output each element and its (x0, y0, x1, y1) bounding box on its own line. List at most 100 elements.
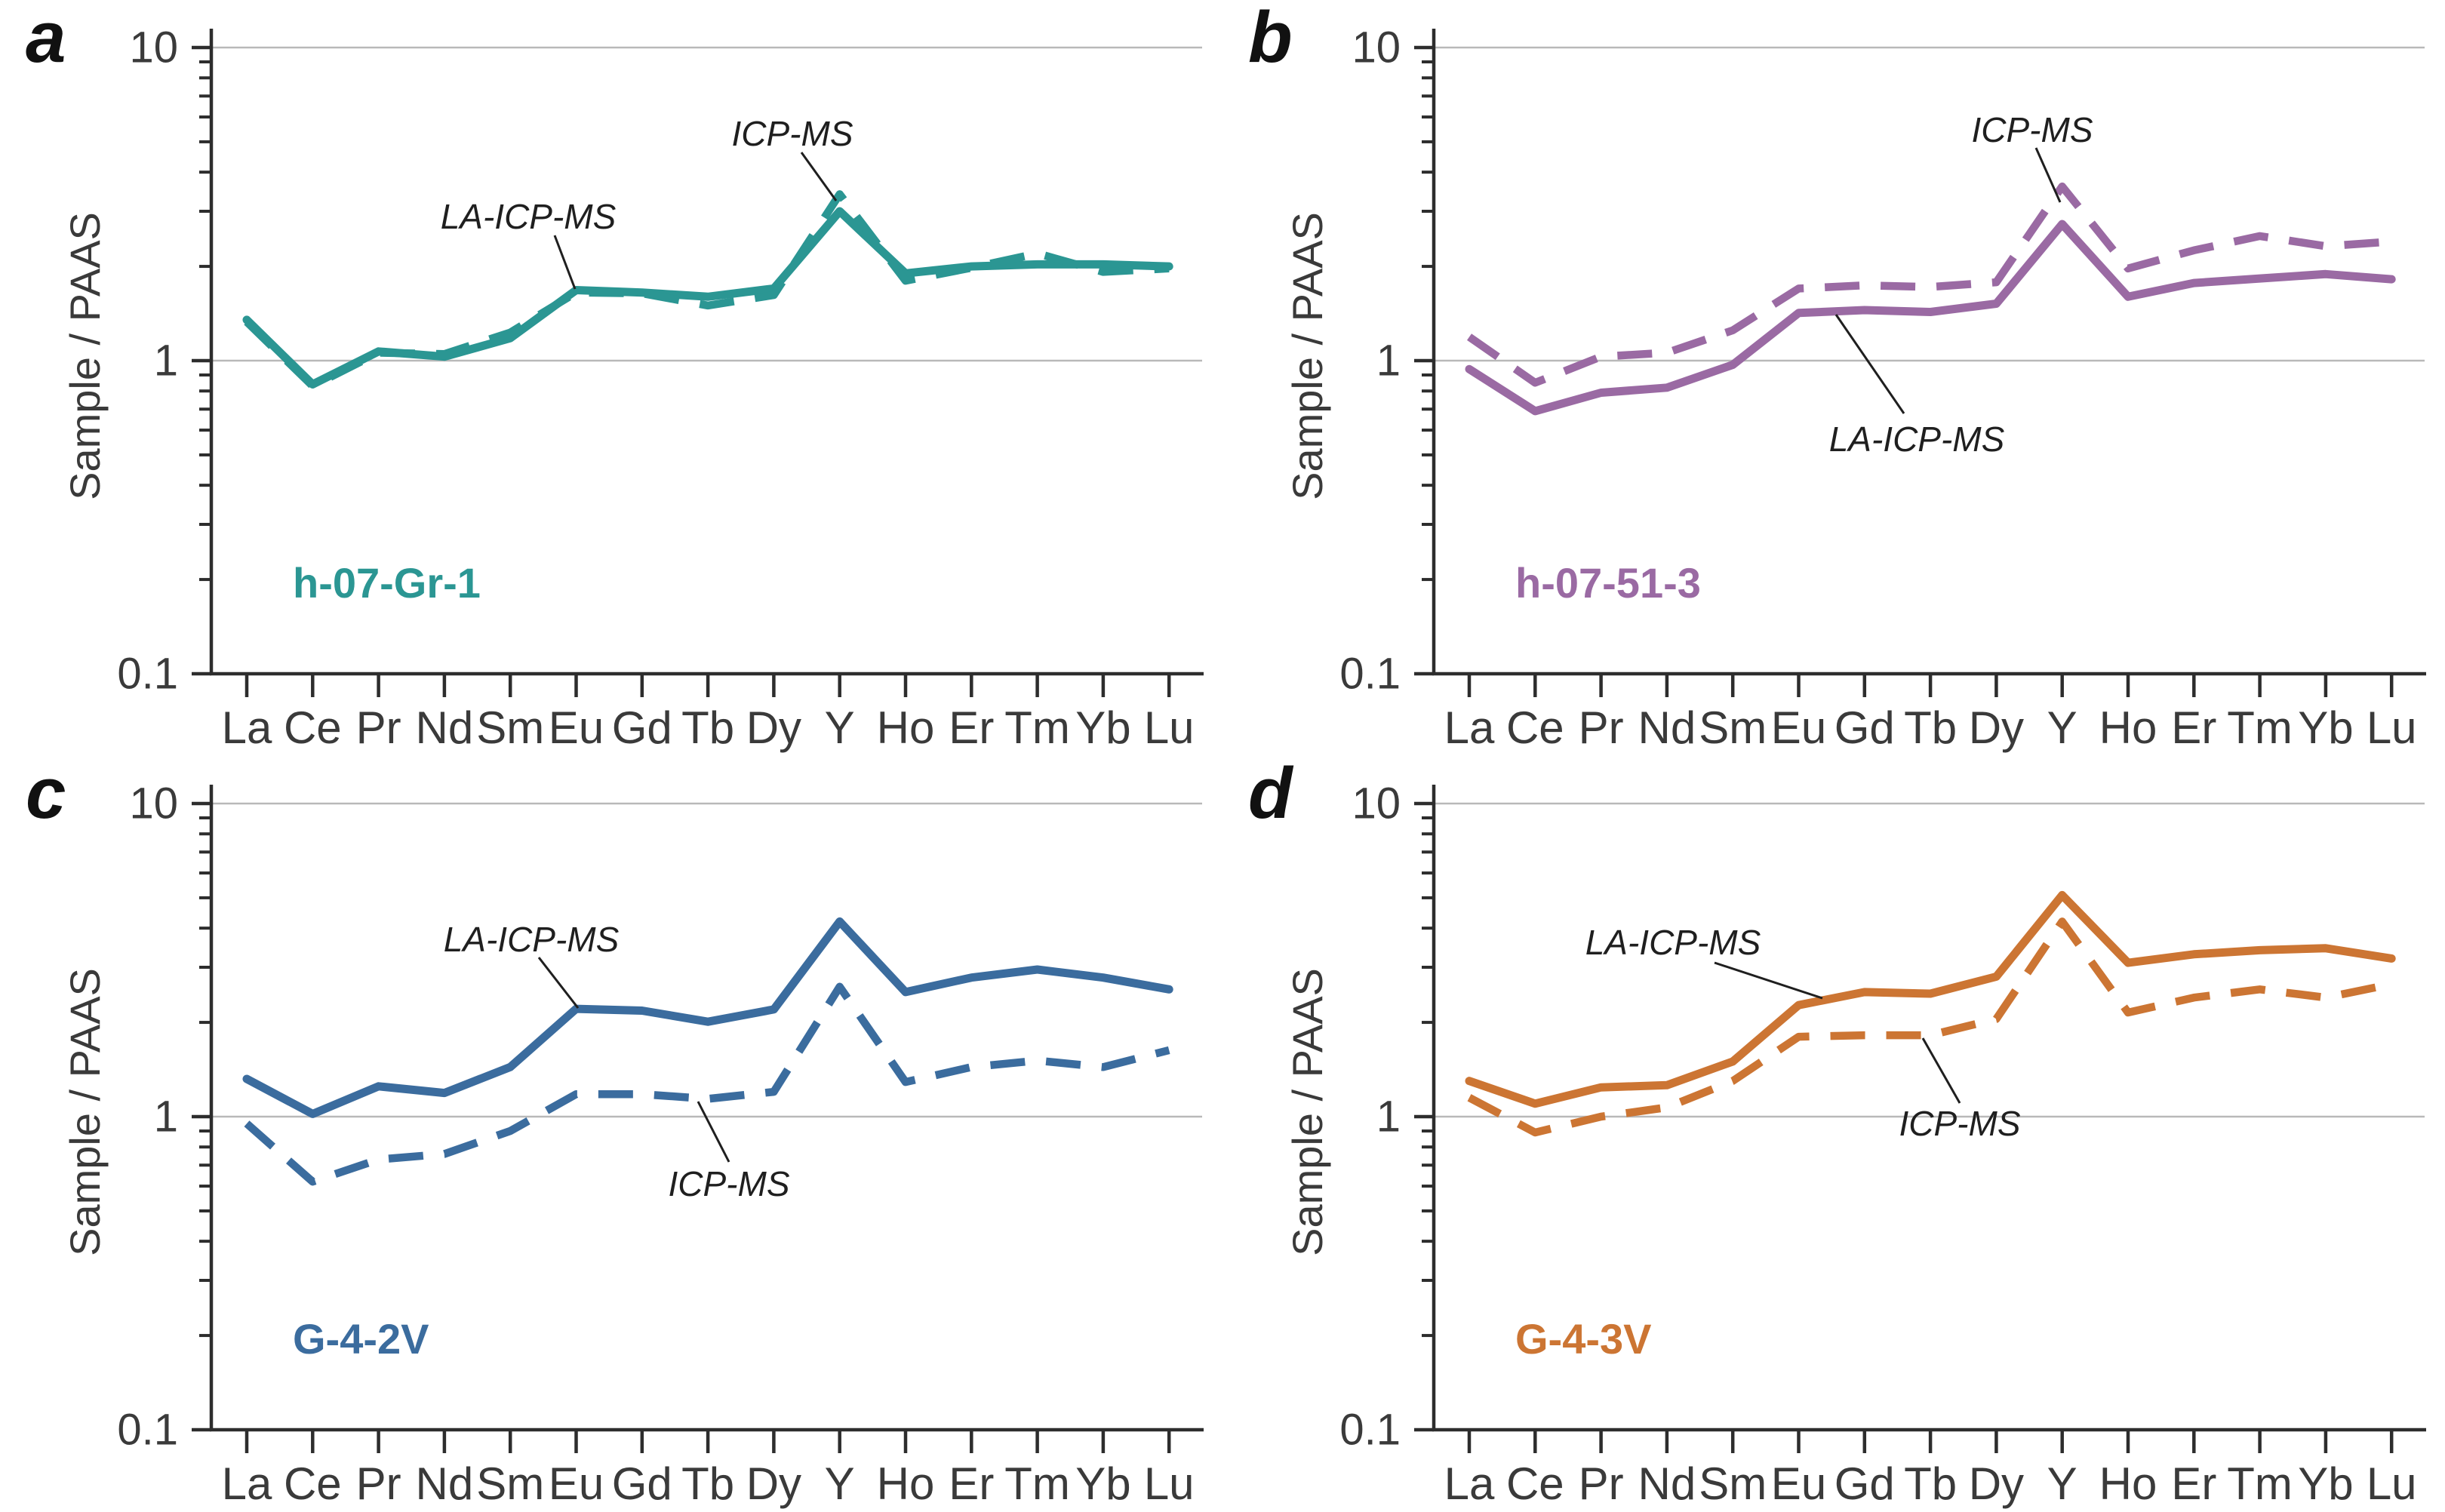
panel-d-chart: 10 1 0.1 La Ce Pr Nd Sm Eu Gd Tb Dy Y Ho Er Tm Yb Lu Sampl… (1284, 779, 2426, 1509)
x-tick-label: Lu (2367, 702, 2417, 753)
x-tick-label: Tm (1004, 702, 1070, 753)
x-tick-label: Eu (549, 1458, 604, 1509)
x-tick-label: Dy (1969, 1458, 2024, 1509)
annotation-leader (697, 1101, 730, 1163)
x-tick-label: Lu (1144, 702, 1195, 753)
x-tick-label: Tb (681, 702, 734, 753)
x-tick-label: Tb (1904, 1458, 1957, 1509)
y-tick-label: 1 (154, 337, 178, 386)
y-tick-label: 0.1 (117, 650, 178, 699)
x-tick-label: Tb (1904, 702, 1957, 753)
sample-label: h-07-51-3 (1515, 559, 1701, 607)
x-tick-label: Gd (612, 702, 672, 753)
series-line-dashed (1467, 917, 2393, 1137)
x-tick-label: Nd (416, 1458, 474, 1509)
annotation-label: LA-ICP-MS (441, 197, 617, 236)
x-tick-label: Gd (1835, 702, 1895, 753)
x-tick-label: Lu (2367, 1458, 2417, 1509)
x-tick-label: Er (949, 702, 994, 753)
x-tick-label: Y (2047, 1458, 2077, 1509)
panel-letter: b (1248, 0, 1293, 78)
x-tick-label: Eu (1771, 702, 1826, 753)
x-tick-label: Tm (2227, 1458, 2293, 1509)
x-tick-label: La (1444, 702, 1495, 753)
annotation-label: ICP-MS (669, 1164, 790, 1203)
x-tick-label: Eu (549, 702, 604, 753)
x-tick-label: Dy (746, 1458, 801, 1509)
x-tick-label: Pr (1579, 1458, 1624, 1509)
panel-c: c 10 1 0.1 La Ce Pr Nd Sm Eu Gd Tb Dy Y Ho Er Tm Yb Lu Sam… (0, 756, 1222, 1512)
y-tick-label: 10 (129, 23, 178, 72)
x-tick-label: Pr (356, 1458, 401, 1509)
panel-letter: a (26, 0, 66, 78)
annotation-label: LA-ICP-MS (1829, 419, 2005, 459)
panel-b: b 10 1 0.1 La Ce Pr Nd Sm Eu Gd Tb Dy Y Ho Er Tm Yb Lu Sam… (1222, 0, 2445, 756)
annotation-label: ICP-MS (732, 114, 853, 153)
x-tick-label: Yb (2298, 702, 2353, 753)
series-line-dashed (244, 982, 1170, 1186)
y-axis-title: Sample / PAAS (61, 968, 109, 1256)
panel-a: a 10 1 0.1 La Ce Pr Nd Sm Eu Gd Tb Dy Y Ho Er Tm Yb Lu Sam… (0, 0, 1222, 756)
x-tick-label: Pr (1579, 702, 1624, 753)
sample-label: G-4-2V (293, 1315, 429, 1363)
x-tick-label: La (1444, 1458, 1495, 1509)
annotation-label: ICP-MS (1972, 110, 2093, 149)
x-tick-label: Ce (1506, 702, 1564, 753)
x-tick-label: Nd (416, 702, 474, 753)
annotation-leader (800, 152, 838, 201)
annotation-leader (537, 957, 580, 1009)
y-axis-title: Sample / PAAS (1284, 212, 1331, 500)
panel-d: d 10 1 0.1 La Ce Pr Nd Sm Eu Gd Tb Dy Y Ho Er Tm Yb Lu Sam… (1222, 756, 2445, 1512)
x-tick-label: Eu (1771, 1458, 1826, 1509)
y-tick-label: 10 (1352, 23, 1401, 72)
series-line-dashed (244, 190, 1170, 390)
y-tick-label: 1 (154, 1093, 178, 1142)
sample-label: G-4-3V (1515, 1315, 1652, 1363)
panel-letter: d (1248, 753, 1293, 834)
annotation-label: LA-ICP-MS (444, 920, 620, 959)
series-line-solid (242, 917, 1173, 1118)
x-tick-label: Er (2171, 702, 2216, 753)
x-tick-label: Y (2047, 702, 2077, 753)
x-tick-label: Gd (1835, 1458, 1895, 1509)
x-tick-label: Ce (1506, 1458, 1564, 1509)
annotation-leader (1921, 1037, 1961, 1104)
sample-label: h-07-Gr-1 (293, 559, 481, 607)
x-tick-label: Lu (1144, 1458, 1195, 1509)
x-tick-label: Tb (681, 1458, 734, 1509)
annotation-leader (553, 235, 577, 290)
series-line-dashed (1467, 182, 2392, 387)
annotation-label: ICP-MS (1899, 1104, 2021, 1143)
x-tick-label: Ho (2099, 702, 2157, 753)
x-tick-label: Tm (2227, 702, 2293, 753)
x-tick-label: Ho (877, 702, 935, 753)
x-tick-label: Er (949, 1458, 994, 1509)
x-tick-label: Ce (284, 1458, 342, 1509)
x-tick-label: Ho (2099, 1458, 2157, 1509)
series-line-solid (1465, 890, 2396, 1108)
x-tick-label: Dy (1969, 702, 2024, 753)
x-tick-label: Yb (2298, 1458, 2353, 1509)
x-tick-label: Yb (1075, 1458, 1130, 1509)
annotation-leader (2034, 147, 2062, 203)
panel-c-chart: 10 1 0.1 La Ce Pr Nd Sm Eu Gd Tb Dy Y Ho Er Tm Yb Lu Sampl… (61, 779, 1204, 1509)
y-axis-title: Sample / PAAS (1284, 968, 1331, 1256)
panel-b-chart: 10 1 0.1 La Ce Pr Nd Sm Eu Gd Tb Dy Y Ho Er Tm Yb Lu Sampl… (1284, 23, 2426, 753)
x-tick-label: Sm (1699, 1458, 1767, 1509)
y-tick-label: 1 (1376, 337, 1401, 386)
x-tick-label: Ce (284, 702, 342, 753)
x-tick-label: Nd (1638, 1458, 1696, 1509)
y-tick-label: 0.1 (1339, 1406, 1401, 1455)
x-tick-label: Gd (612, 1458, 672, 1509)
y-tick-label: 0.1 (117, 1406, 178, 1455)
x-tick-label: Sm (476, 702, 544, 753)
series-line-solid (242, 207, 1173, 389)
x-tick-label: La (222, 1458, 272, 1509)
x-tick-label: Nd (1638, 702, 1696, 753)
annotation-leader (1714, 961, 1823, 1000)
x-tick-label: Pr (356, 702, 401, 753)
x-tick-label: Y (825, 702, 855, 753)
x-tick-label: Sm (1699, 702, 1767, 753)
y-tick-label: 10 (129, 779, 178, 828)
